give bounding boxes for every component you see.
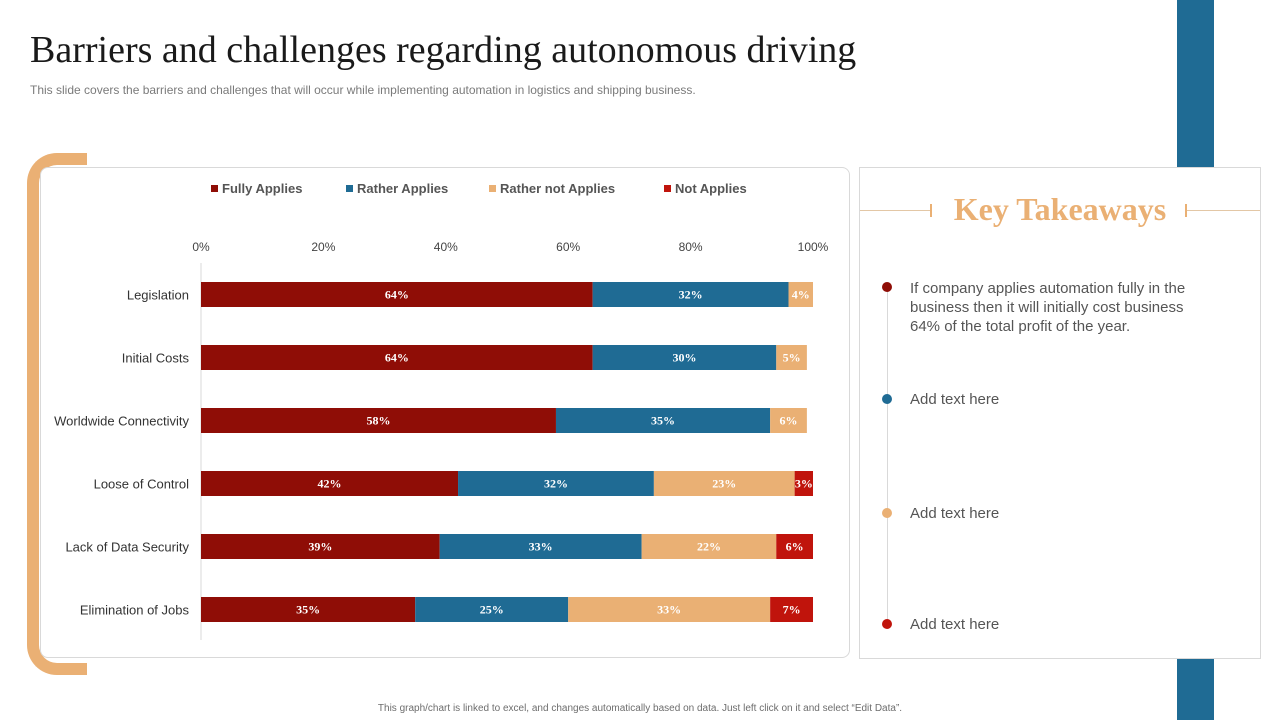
x-tick-label: 0%	[192, 240, 210, 254]
data-label: 5%	[783, 351, 801, 365]
bar-segment	[776, 534, 813, 559]
page-title: Barriers and challenges regarding autono…	[30, 29, 857, 71]
data-label: 33%	[529, 540, 553, 554]
legend-swatch	[346, 185, 353, 192]
data-label: 4%	[792, 288, 810, 302]
data-label: 39%	[308, 540, 332, 554]
heading-rule-right	[1187, 210, 1260, 211]
bar-segment	[776, 345, 807, 370]
legend-label: Rather Applies	[357, 181, 448, 196]
bar-segment	[201, 282, 593, 307]
heading-tick-left	[930, 204, 932, 217]
page-subtitle: This slide covers the barriers and chall…	[30, 83, 696, 97]
category-label: Elimination of Jobs	[80, 603, 190, 618]
category-label: Legislation	[127, 288, 189, 303]
data-label: 32%	[544, 477, 568, 491]
bar-segment	[770, 408, 807, 433]
footer-note: This graph/chart is linked to excel, and…	[377, 703, 903, 714]
chart-panel[interactable]: Fully Applies Rather Applies Rather not Ap…	[40, 167, 850, 658]
stacked-bar-chart[interactable]: Fully Applies Rather Applies Rather not Ap…	[41, 168, 849, 657]
data-label: 3%	[795, 477, 813, 491]
bar-segment	[592, 282, 789, 307]
takeaway-bullet-icon	[882, 394, 892, 404]
heading-tick-right	[1185, 204, 1187, 217]
bar-segment	[568, 597, 771, 622]
category-label: Worldwide Connectivity	[54, 414, 189, 429]
bar-segment	[201, 345, 593, 370]
bar-segment	[201, 471, 459, 496]
takeaway-bullet-icon	[882, 282, 892, 292]
data-label: 6%	[780, 414, 798, 428]
data-label: 58%	[366, 414, 390, 428]
takeaway-bullet-icon	[882, 619, 892, 629]
bar-segment	[201, 534, 440, 559]
bar-segment	[653, 471, 795, 496]
x-tick-label: 80%	[679, 240, 703, 254]
data-label: 6%	[786, 540, 804, 554]
bar-segment	[555, 408, 771, 433]
takeaway-text: If company applies automation fully in t…	[910, 280, 1186, 335]
category-label: Loose of Control	[94, 477, 190, 492]
bar-segment	[794, 471, 813, 496]
data-label: 64%	[385, 351, 409, 365]
data-label: 35%	[651, 414, 675, 428]
heading-rule-left	[860, 210, 930, 211]
x-tick-label: 40%	[434, 240, 458, 254]
bar-segment	[201, 408, 556, 433]
bar-segment	[592, 345, 777, 370]
x-tick-label: 20%	[311, 240, 335, 254]
legend-label: Not Applies	[675, 181, 747, 196]
data-label: 7%	[783, 603, 801, 617]
bar-segment	[458, 471, 654, 496]
legend-label: Fully Applies	[222, 181, 302, 196]
data-label: 30%	[672, 351, 696, 365]
key-takeaways-panel: Key Takeaways If company applies automat…	[859, 167, 1261, 659]
takeaway-bullet-icon	[882, 508, 892, 518]
timeline-line	[887, 286, 888, 626]
data-label: 25%	[480, 603, 504, 617]
data-label: 42%	[318, 477, 342, 491]
legend-swatch	[489, 185, 496, 192]
category-label: Initial Costs	[122, 351, 190, 366]
data-label: 32%	[679, 288, 703, 302]
key-takeaways-heading: Key Takeaways	[953, 191, 1167, 227]
x-tick-label: 100%	[798, 240, 829, 254]
bar-segment	[788, 282, 813, 307]
data-label: 35%	[296, 603, 320, 617]
bar-segment	[201, 597, 416, 622]
bar-segment	[770, 597, 813, 622]
data-label: 33%	[657, 603, 681, 617]
takeaway-text: Add text here	[910, 616, 1000, 633]
legend-swatch	[664, 185, 671, 192]
data-label: 64%	[385, 288, 409, 302]
data-label: 23%	[712, 477, 736, 491]
legend-label: Rather not Applies	[500, 181, 615, 196]
data-label: 22%	[697, 540, 721, 554]
bar-segment	[641, 534, 777, 559]
takeaway-text: Add text here	[910, 505, 1000, 522]
legend-swatch	[211, 185, 218, 192]
x-tick-label: 60%	[556, 240, 580, 254]
takeaway-text: Add text here	[910, 391, 1000, 408]
bar-segment	[439, 534, 642, 559]
bar-segment	[415, 597, 569, 622]
category-label: Lack of Data Security	[65, 540, 189, 555]
